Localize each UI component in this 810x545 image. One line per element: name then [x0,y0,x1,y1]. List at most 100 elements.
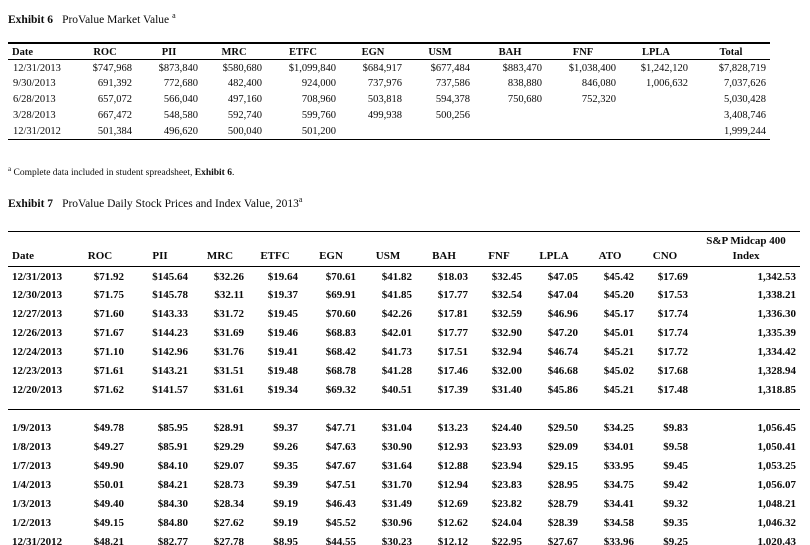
value-cell: 838,880 [507,78,542,90]
value-cell: $41.85 [381,289,412,302]
value-cell: $144.23 [152,327,188,340]
value-cell: $145.64 [152,270,188,283]
value-cell: $84.10 [157,460,188,473]
value-cell: $17.74 [657,327,688,340]
value-cell: $19.45 [267,308,298,321]
date-cell: 1/8/2013 [12,441,52,454]
value-cell: $143.21 [152,365,188,378]
value-cell: $45.21 [603,346,634,359]
value-cell: $17.69 [657,270,688,283]
value-cell: $28.95 [547,479,578,492]
footnote-superscript: a [8,165,12,174]
value-cell: 500,256 [435,110,470,122]
value-cell: $46.43 [325,498,356,511]
value-cell: $24.04 [491,517,522,530]
value-cell: $31.72 [213,308,244,321]
value-cell: $32.54 [491,289,522,302]
value-cell: $747,968 [92,62,132,74]
value-cell: $30.23 [381,536,412,545]
value-cell: $84.80 [157,517,188,530]
value-cell: $47.20 [547,327,578,340]
exhibit6-superscript: a [172,11,176,20]
value-cell: $1,038,400 [568,62,616,74]
column-header: EGN [302,231,360,268]
value-cell: 1,050.41 [757,441,797,454]
value-cell: 1,318.85 [757,384,797,397]
column-header: USM [406,42,474,61]
value-cell: $9.32 [663,498,688,511]
exhibit6-label: Exhibit 6 [8,13,54,26]
value-cell: $29.07 [213,460,244,473]
value-cell: 1,328.94 [757,365,797,378]
value-cell: $70.60 [325,308,356,321]
value-cell: 846,080 [581,78,616,90]
table-row: 12/31/2012 501,384 496,620 500,040 501,200 1,… [8,124,770,140]
exhibit7-stock-prices-table: Date ROC PII MRC ETFC EGN USM BAH FNF LPLA ATO CNO S… [8,231,800,545]
footnote-exhibit-ref: Exhibit 6 [194,168,232,179]
value-cell: $47.51 [325,479,356,492]
value-cell: $42.26 [381,308,412,321]
value-cell: $71.10 [93,346,124,359]
exhibit7-label: Exhibit 7 [8,198,54,211]
value-cell: $18.03 [437,270,468,283]
value-cell: $19.48 [267,365,298,378]
value-cell: $84.30 [157,498,188,511]
gap-cell [8,399,800,411]
column-header: EGN [340,42,406,61]
value-cell: $31.40 [491,384,522,397]
value-cell: $7,828,719 [718,62,766,74]
value-cell: $27.62 [213,517,244,530]
value-cell: $28.34 [213,498,244,511]
table-row: 12/31/2013 $747,968 $873,840 $580,680 $1,099… [8,60,770,76]
value-cell: $46.74 [547,346,578,359]
value-cell: $1,242,120 [640,62,688,74]
value-cell: $27.67 [547,536,578,545]
value-cell: 482,400 [227,78,262,90]
value-cell: 599,760 [301,110,336,122]
table-row: 12/23/2013 $71.61 $143.21 $31.51 $19.48 $68.7… [8,362,800,381]
value-cell: $17.72 [657,346,688,359]
value-cell: 1,335.39 [757,327,797,340]
value-cell: $141.57 [152,384,188,397]
value-cell: $45.42 [603,270,634,283]
value-cell: $17.77 [437,327,468,340]
value-cell: $29.50 [547,422,578,435]
value-cell: $45.21 [603,384,634,397]
table-row: 1/9/2013 $49.78 $85.95 $28.91 $9.37 $47.71 $31… [8,419,800,438]
value-cell: $84.21 [157,479,188,492]
column-header: PII [128,231,192,268]
value-cell: $22.95 [491,536,522,545]
value-cell: $28.91 [213,422,244,435]
value-cell: $17.77 [437,289,468,302]
value-cell: 737,586 [435,78,470,90]
value-cell: $9.42 [663,479,688,492]
value-cell: $31.49 [381,498,412,511]
value-cell [546,124,620,140]
value-cell: 737,976 [367,78,402,90]
value-cell: $23.94 [491,460,522,473]
value-cell: $17.53 [657,289,688,302]
value-cell: $9.35 [663,517,688,530]
value-cell: $71.75 [93,289,124,302]
value-cell: 772,680 [163,78,198,90]
value-cell: 1,006,632 [646,78,688,90]
value-cell: $9.39 [273,479,298,492]
date-cell: 6/28/2013 [13,94,56,106]
date-cell: 12/24/2013 [12,346,63,359]
value-cell: $31.76 [213,346,244,359]
value-cell: $68.83 [325,327,356,340]
value-cell: $9.58 [663,441,688,454]
value-cell: $44.55 [325,536,356,545]
column-header: Total [692,42,770,61]
value-cell: $34.25 [603,422,634,435]
value-cell: $31.64 [381,460,412,473]
value-cell: $28.79 [547,498,578,511]
value-cell: $42.01 [381,327,412,340]
column-header: LPLA [620,42,692,61]
value-cell: $85.95 [157,422,188,435]
value-cell: $34.75 [603,479,634,492]
column-header: LPLA [526,231,582,268]
gap-spacer-row [8,410,800,419]
value-cell: $40.51 [381,384,412,397]
